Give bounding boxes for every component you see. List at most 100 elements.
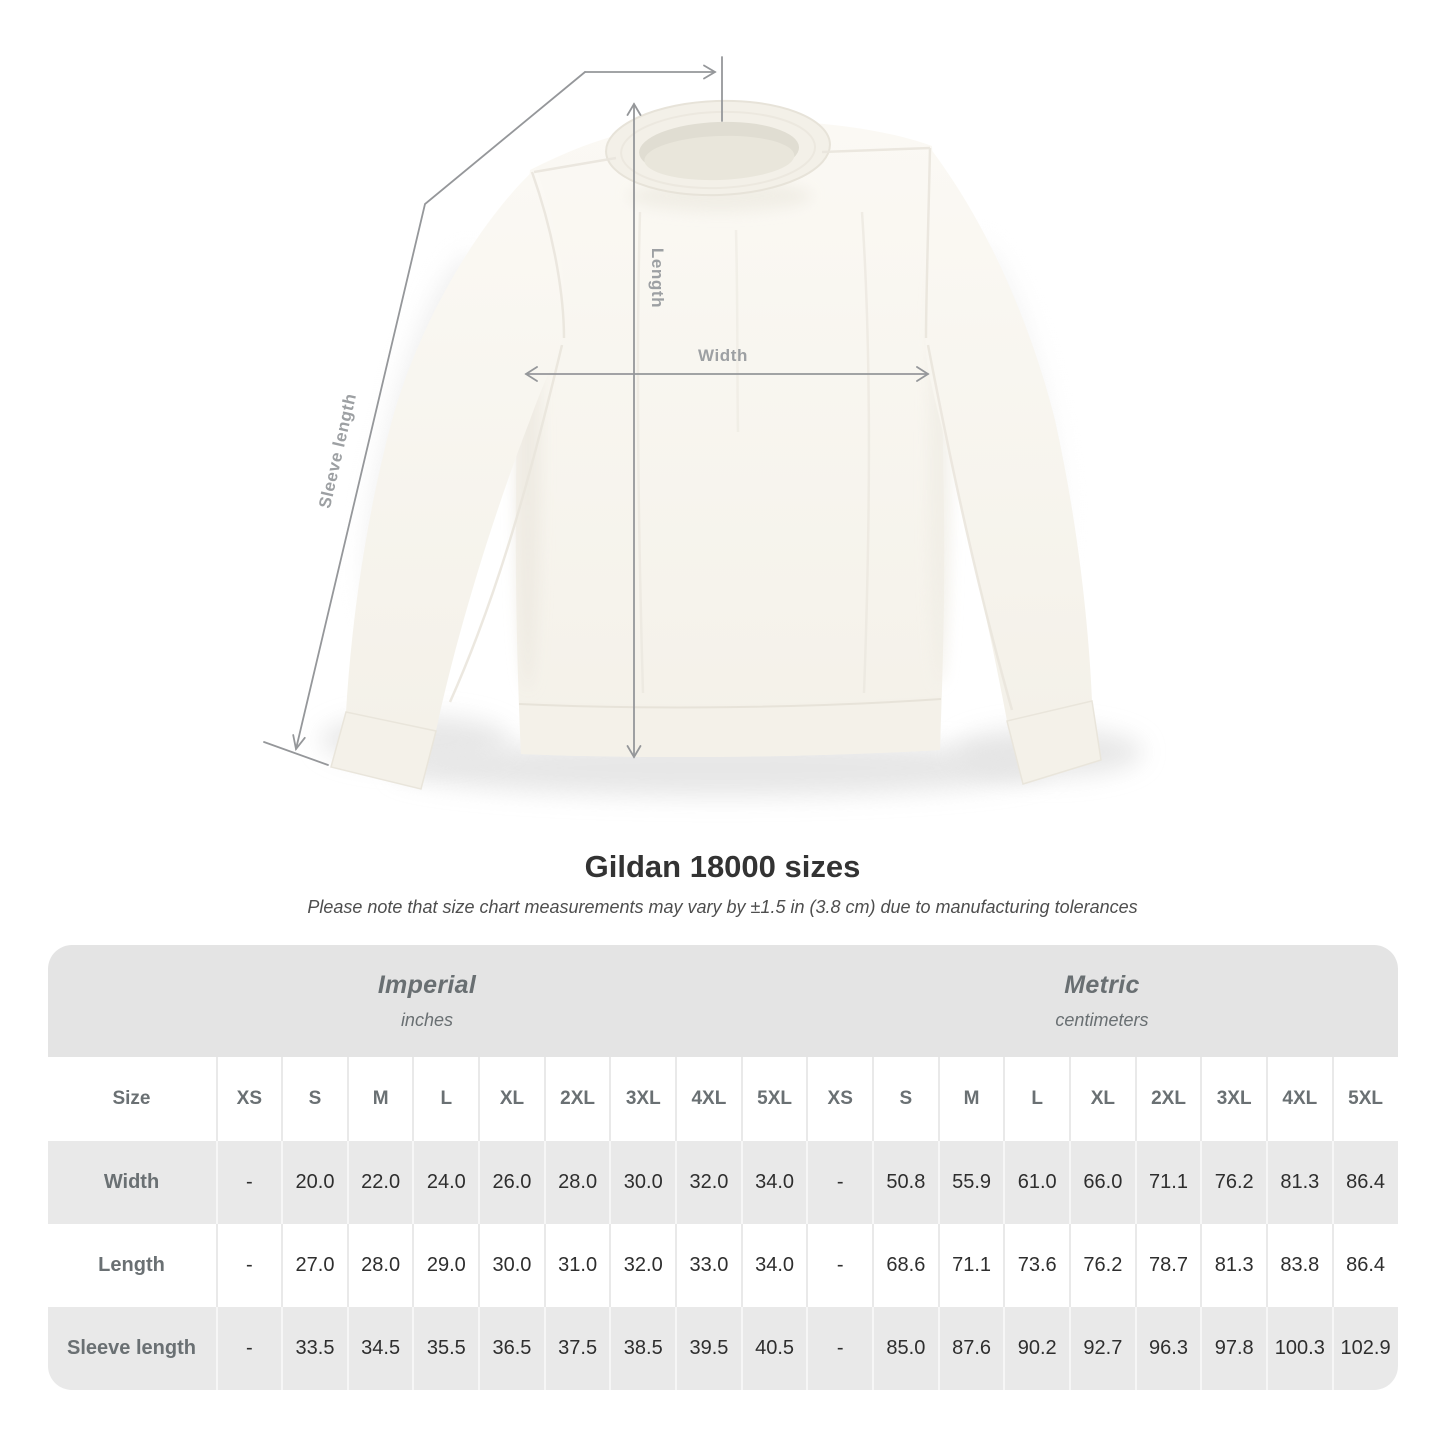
size-col-header: 2XL — [1134, 1057, 1201, 1141]
size-value-cell: 87.6 — [937, 1307, 1004, 1390]
size-col-header: L — [1003, 1057, 1070, 1141]
tolerance-note: Please note that size chart measurements… — [307, 897, 1138, 917]
table-row: Sleeve length -33.5 34.5 35.5 36.5 37.5 38.5 39… — [47, 1307, 1398, 1390]
width-measure-line — [524, 366, 930, 382]
size-value-cell: - — [215, 1141, 282, 1224]
size-value-cell: 96.3 — [1134, 1307, 1201, 1390]
row-label: Length — [47, 1224, 216, 1307]
size-col-header: M — [937, 1057, 1004, 1141]
table-row: Length -27.0 28.0 29.0 30.0 31.0 32.0 33.0 34.0-… — [47, 1224, 1398, 1307]
size-col-header: M — [346, 1057, 413, 1141]
product-measurement-figure: Width Length Sleeve length — [263, 56, 1143, 796]
size-value-cell: 26.0 — [478, 1141, 544, 1224]
size-value-cell: - — [215, 1224, 282, 1307]
size-value-cell: 39.5 — [675, 1307, 741, 1390]
size-col-header: 5XL — [1331, 1057, 1398, 1141]
size-value-cell: 97.8 — [1200, 1307, 1266, 1390]
size-value-cell: 40.5 — [740, 1307, 807, 1390]
size-value-cell: 61.0 — [1003, 1141, 1070, 1224]
size-value-cell: 33.0 — [675, 1224, 741, 1307]
size-row-header: Size — [47, 1057, 216, 1141]
size-value-cell: 34.0 — [740, 1224, 807, 1307]
size-value-cell: 32.0 — [609, 1224, 676, 1307]
size-col-header: S — [872, 1057, 938, 1141]
size-col-header: S — [281, 1057, 347, 1141]
unit-group-title: Imperial — [377, 971, 477, 999]
size-value-cell: - — [215, 1307, 282, 1390]
size-col-header: 3XL — [1200, 1057, 1266, 1141]
size-value-cell: 20.0 — [281, 1141, 347, 1224]
size-col-header: 5XL — [740, 1057, 807, 1141]
size-value-cell: 78.7 — [1134, 1224, 1201, 1307]
size-value-cell: 24.0 — [412, 1141, 479, 1224]
sleeve-length-measure-line — [263, 56, 723, 766]
size-value-cell: 35.5 — [412, 1307, 479, 1390]
size-value-cell: - — [806, 1307, 873, 1390]
fabric-folds — [448, 146, 1014, 711]
width-measure-label: Width — [698, 346, 748, 365]
page-title: Gildan 18000 sizes — [584, 849, 861, 884]
size-value-cell: 28.0 — [543, 1141, 610, 1224]
size-value-cell: 90.2 — [1003, 1307, 1070, 1390]
size-value-cell: 36.5 — [478, 1307, 544, 1390]
sleeve-length-measure-label: Sleeve length — [315, 391, 360, 510]
size-value-cell: 50.8 — [872, 1141, 938, 1224]
size-col-header: XL — [1069, 1057, 1135, 1141]
size-value-cell: 86.4 — [1331, 1141, 1398, 1224]
unit-group-header-imperial: Imperial inches — [47, 945, 807, 1057]
size-value-cell: 32.0 — [675, 1141, 741, 1224]
size-col-header: 2XL — [543, 1057, 610, 1141]
size-value-cell: 30.0 — [478, 1224, 544, 1307]
size-value-cell: 30.0 — [609, 1141, 676, 1224]
table-row: Width -20.0 22.0 24.0 26.0 28.0 30.0 32.0 34.0-5… — [47, 1141, 1398, 1224]
size-value-cell: 85.0 — [872, 1307, 938, 1390]
size-value-cell: 37.5 — [543, 1307, 610, 1390]
size-value-cell: 27.0 — [281, 1224, 347, 1307]
size-value-cell: 28.0 — [346, 1224, 413, 1307]
size-value-cell: 81.3 — [1200, 1224, 1266, 1307]
size-value-cell: 102.9 — [1331, 1307, 1398, 1390]
unit-group-header-metric: Metric centimeters — [806, 945, 1398, 1057]
size-value-cell: 68.6 — [872, 1224, 938, 1307]
sweatshirt-figure-svg: Width Length Sleeve length — [263, 56, 1143, 796]
size-value-cell: 34.5 — [346, 1307, 413, 1390]
size-value-cell: 100.3 — [1266, 1307, 1332, 1390]
sweatshirt-collar — [605, 99, 831, 197]
size-value-cell: 76.2 — [1069, 1224, 1135, 1307]
size-value-cell: 76.2 — [1200, 1141, 1266, 1224]
unit-group-title: Metric — [1064, 971, 1140, 999]
unit-group-unit: inches — [400, 1010, 453, 1030]
size-value-cell: 38.5 — [609, 1307, 676, 1390]
sweatshirt-left-cuff — [330, 711, 437, 790]
size-value-cell: 22.0 — [346, 1141, 413, 1224]
sweatshirt-right-sleeve — [924, 148, 1092, 721]
length-measure-line — [626, 102, 642, 759]
size-col-header: L — [412, 1057, 479, 1141]
size-value-cell: - — [806, 1224, 873, 1307]
size-value-cell: 71.1 — [937, 1224, 1004, 1307]
size-value-cell: 71.1 — [1134, 1141, 1201, 1224]
row-label: Width — [47, 1141, 216, 1224]
size-value-cell: 33.5 — [281, 1307, 347, 1390]
length-measure-label: Length — [648, 248, 667, 308]
sweatshirt-illustration — [330, 99, 1102, 790]
size-col-header: XS — [806, 1057, 873, 1141]
size-col-header: 4XL — [1266, 1057, 1332, 1141]
row-label: Sleeve length — [47, 1307, 216, 1390]
size-value-cell: 29.0 — [412, 1224, 479, 1307]
size-value-cell: - — [806, 1141, 873, 1224]
size-table: Imperial inches Metric centimeters Size XS S M L… — [47, 945, 1398, 1390]
size-col-header: XL — [478, 1057, 544, 1141]
size-value-cell: 81.3 — [1266, 1141, 1332, 1224]
sweatshirt-torso — [515, 119, 945, 758]
size-value-cell: 86.4 — [1331, 1224, 1398, 1307]
size-value-cell: 92.7 — [1069, 1307, 1135, 1390]
sweatshirt-hem-band — [519, 696, 941, 758]
size-table-container: Imperial inches Metric centimeters Size XS S M L… — [47, 945, 1398, 1390]
size-value-cell: 55.9 — [937, 1141, 1004, 1224]
unit-group-unit: centimeters — [1055, 1010, 1149, 1030]
size-value-cell: 83.8 — [1266, 1224, 1332, 1307]
sweatshirt-left-sleeve — [346, 168, 566, 731]
size-value-cell: 31.0 — [543, 1224, 610, 1307]
